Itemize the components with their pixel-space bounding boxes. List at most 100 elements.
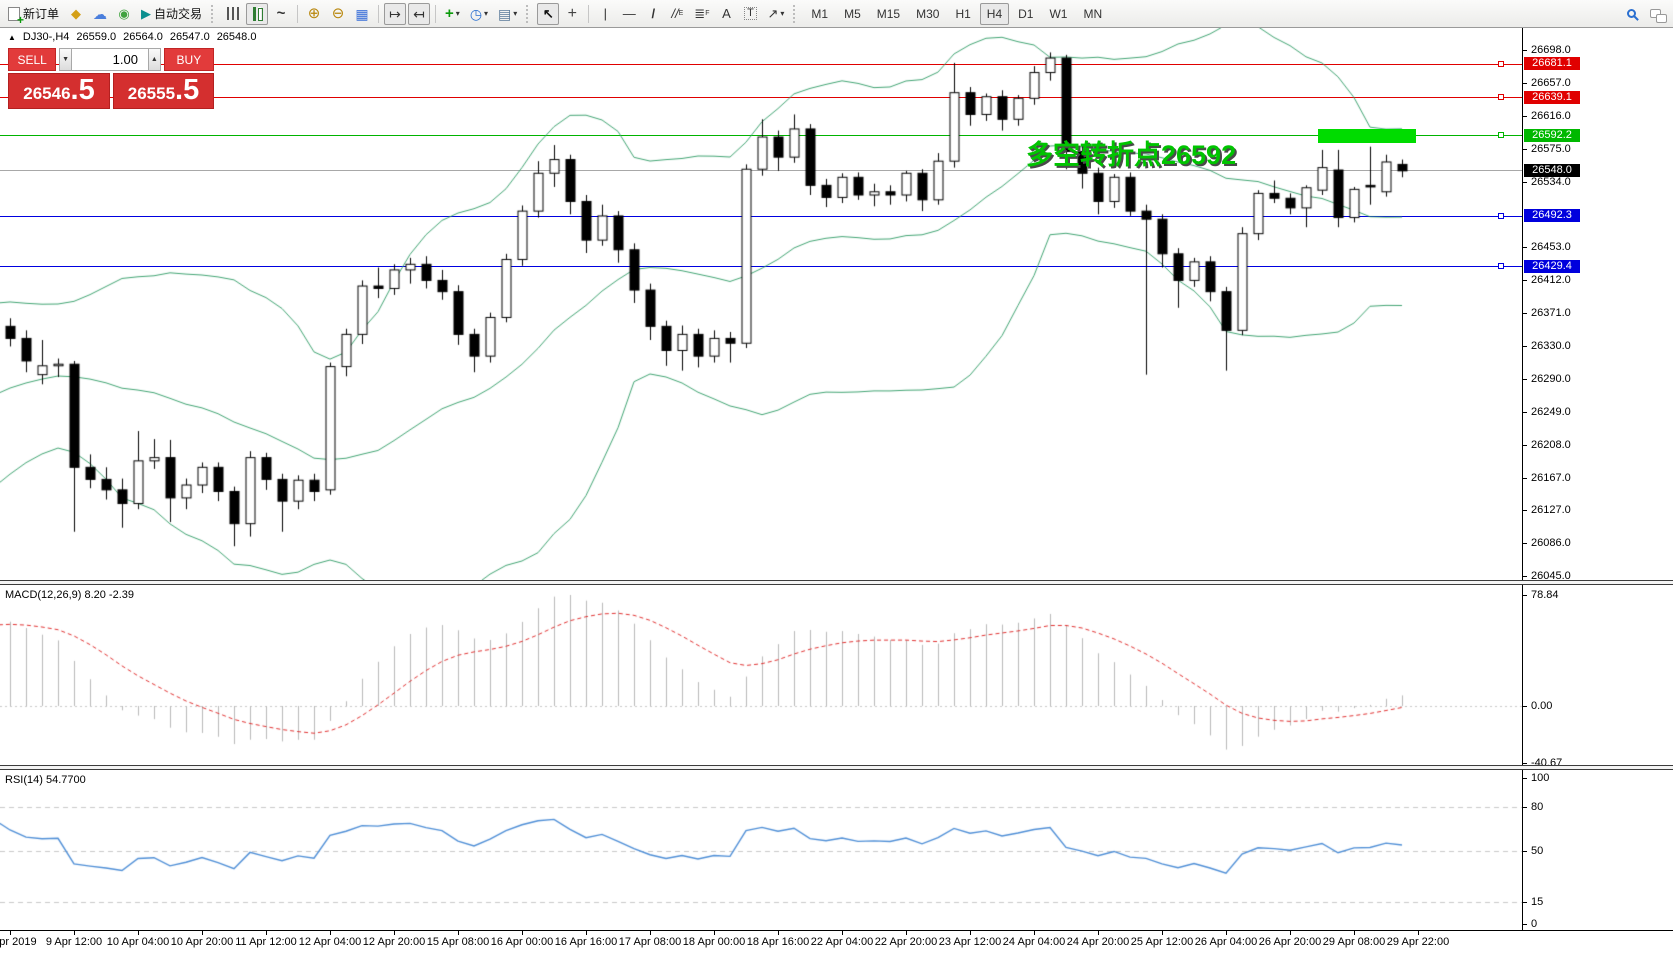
chat-button[interactable]: [1644, 2, 1667, 24]
tile-windows-button[interactable]: [351, 3, 373, 25]
price-badge-26592.2: 26592.2: [1524, 129, 1580, 142]
timeframe-M15[interactable]: M15: [876, 6, 901, 21]
bar-chart-button[interactable]: [222, 3, 244, 25]
crosshair-icon: [568, 6, 577, 22]
zoom-in-button[interactable]: [303, 3, 325, 25]
time-label: 18 Apr 00:00: [682, 936, 746, 948]
macd-tick: [1522, 706, 1527, 707]
highlight-rectangle-object[interactable]: [1318, 129, 1416, 143]
sell-button[interactable]: SELL: [8, 48, 57, 71]
equidistant-channel-button[interactable]: [666, 3, 688, 25]
community-button[interactable]: [89, 3, 111, 25]
time-label: 22 Apr 20:00: [874, 936, 938, 948]
time-tick: [906, 931, 907, 935]
new-order-button[interactable]: 新订单: [4, 3, 63, 26]
timeframe-H4[interactable]: H4: [979, 2, 1010, 25]
one-click-panel-toggle[interactable]: ▲: [8, 32, 16, 42]
time-tick: [842, 931, 843, 935]
candlestick-chart-button[interactable]: [246, 2, 269, 25]
price-tick-label: 26575.0: [1531, 143, 1571, 155]
time-label: 24 Apr 20:00: [1066, 936, 1130, 948]
horizontal-line-button[interactable]: [618, 3, 640, 25]
cursor-icon: [543, 7, 554, 20]
symbol-period-label: DJ30-,H4: [22, 31, 70, 43]
timeframe-D1[interactable]: D1: [1018, 6, 1034, 21]
search-button[interactable]: [1620, 2, 1642, 24]
turning-point-annotation[interactable]: 多空转折点26592: [1026, 140, 1237, 170]
time-tick: [1034, 931, 1035, 935]
price-tick: [1522, 116, 1527, 117]
trendline-button[interactable]: [642, 3, 664, 25]
price-tick-label: 26208.0: [1531, 439, 1571, 451]
main-chart-canvas[interactable]: [0, 28, 1522, 581]
macd-label: MACD(12,26,9) 8.20 -2.39: [5, 589, 135, 601]
chart-shift-button[interactable]: [408, 2, 431, 25]
text-button[interactable]: [715, 3, 737, 25]
buy-price-button[interactable]: 26555.5: [113, 73, 214, 109]
indicators-button[interactable]: ▾: [441, 3, 464, 25]
metaeditor-icon: [71, 7, 81, 20]
chevron-down-icon: ▾: [455, 9, 460, 18]
rsi-label: RSI(14) 54.7700: [5, 774, 86, 786]
fibonacci-button[interactable]: [690, 3, 713, 25]
timeframe-M30[interactable]: M30: [916, 6, 940, 21]
tile-windows-icon: [355, 7, 368, 21]
time-tick: [650, 931, 651, 935]
time-tick: [394, 931, 395, 935]
buy-price-frac: .5: [175, 74, 200, 106]
timeframe-M5[interactable]: M5: [844, 6, 861, 21]
price-tick-label: 26453.0: [1531, 241, 1571, 253]
auto-scroll-button[interactable]: [384, 2, 407, 25]
timeframe-M1[interactable]: M1: [811, 6, 829, 21]
macd-pane-canvas[interactable]: [0, 585, 1522, 765]
time-tick: [458, 931, 459, 935]
vertical-line-button[interactable]: [594, 3, 616, 25]
toolbar-separator: [435, 4, 437, 23]
close-value: 26548.0: [216, 31, 257, 43]
price-tick: [1522, 280, 1527, 281]
pane-splitter[interactable]: [0, 765, 1673, 770]
crosshair-button[interactable]: [561, 3, 583, 25]
price-tick: [1522, 50, 1527, 51]
sell-price-button[interactable]: 26546.5: [8, 73, 110, 109]
volume-decrease-button[interactable]: ▼: [59, 48, 73, 71]
buy-button[interactable]: BUY: [163, 48, 214, 71]
time-tick: [1226, 931, 1227, 935]
timeframe-H1[interactable]: H1: [955, 6, 971, 21]
arrows-button[interactable]: ▾: [763, 3, 788, 25]
volume-increase-button[interactable]: ▲: [147, 48, 161, 71]
price-tick-label: 26249.0: [1531, 406, 1571, 418]
rsi-axis-label: 15: [1531, 896, 1544, 908]
text-label-button[interactable]: [739, 3, 761, 25]
news-icon: [118, 7, 129, 20]
time-label: 16 Apr 00:00: [490, 936, 554, 948]
templates-button[interactable]: ▾: [494, 3, 521, 25]
price-tick-label: 26330.0: [1531, 340, 1571, 352]
pane-splitter[interactable]: [0, 580, 1673, 585]
time-tick: [10, 931, 11, 935]
zoom-out-button[interactable]: [327, 3, 349, 25]
time-tick: [138, 931, 139, 935]
cursor-button[interactable]: [537, 2, 560, 25]
price-tick-label: 26657.0: [1531, 77, 1571, 89]
periods-button[interactable]: ▾: [466, 3, 492, 25]
sell-price-main: 26546: [23, 84, 71, 103]
line-chart-button[interactable]: [270, 3, 292, 25]
metaeditor-button[interactable]: [65, 3, 87, 25]
news-button[interactable]: [113, 3, 135, 25]
volume-input[interactable]: 1.00: [72, 48, 148, 71]
time-tick: [1290, 931, 1291, 935]
zoom-in-icon: [308, 6, 321, 21]
zoom-out-icon: [332, 6, 345, 21]
rsi-pane-canvas[interactable]: [0, 770, 1522, 930]
rsi-axis-label: 80: [1531, 801, 1544, 813]
price-axis[interactable]: [1522, 28, 1523, 930]
autotrading-button[interactable]: 自动交易: [137, 3, 206, 25]
timeframe-W1[interactable]: W1: [1049, 6, 1068, 21]
rsi-tick: [1522, 851, 1527, 852]
macd-axis-label: 78.84: [1531, 589, 1559, 601]
timeframe-MN[interactable]: MN: [1083, 6, 1103, 21]
one-click-trade-panel: SELL ▼ 1.00 ▲ BUY 26546.5 26555.5: [8, 48, 214, 109]
toolbar-grip: [793, 4, 799, 23]
